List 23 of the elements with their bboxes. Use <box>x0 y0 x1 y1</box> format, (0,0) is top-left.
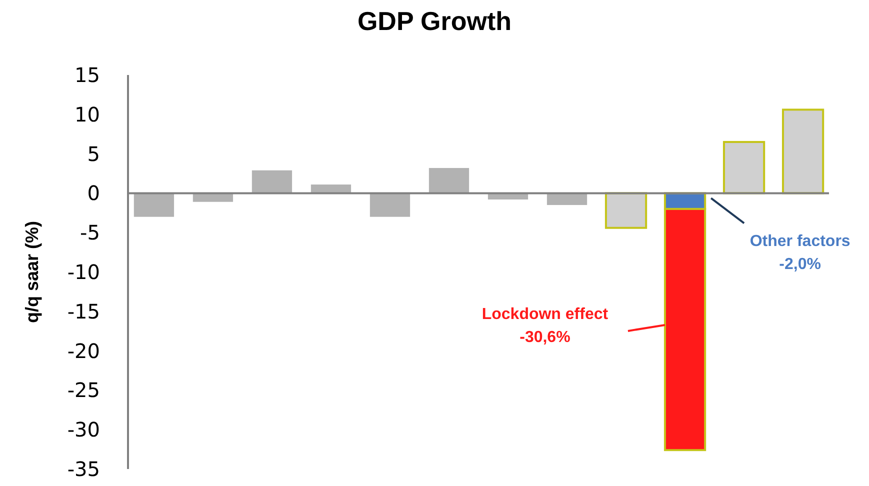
annotation: -2,0% <box>779 256 821 273</box>
chart-title: GDP Growth <box>357 6 512 36</box>
y-axis-title: q/q saar (%) <box>22 220 42 324</box>
annotation: -30,6% <box>520 328 570 346</box>
y-tick-label: -30 <box>67 418 100 442</box>
y-tick-label: -5 <box>80 220 100 245</box>
bar <box>370 193 410 217</box>
bar <box>428 168 470 194</box>
bar <box>192 193 234 202</box>
y-tick-label: 10 <box>74 102 100 126</box>
y-tick-label: -25 <box>67 378 100 402</box>
y-tick-label: -35 <box>67 457 100 481</box>
y-tick-label: -15 <box>67 299 100 324</box>
text: Lockdown effect <box>482 306 609 323</box>
bar <box>252 170 292 194</box>
y-tick-label: 15 <box>74 63 100 87</box>
y-tick-label: -20 <box>67 338 100 363</box>
y-tick-label: 0 <box>87 181 100 206</box>
y-tick-label: -10 <box>67 260 100 284</box>
y-tick-label: 5 <box>87 142 100 166</box>
bar <box>134 193 174 217</box>
bar <box>546 193 588 206</box>
text: Other factors <box>750 232 850 250</box>
